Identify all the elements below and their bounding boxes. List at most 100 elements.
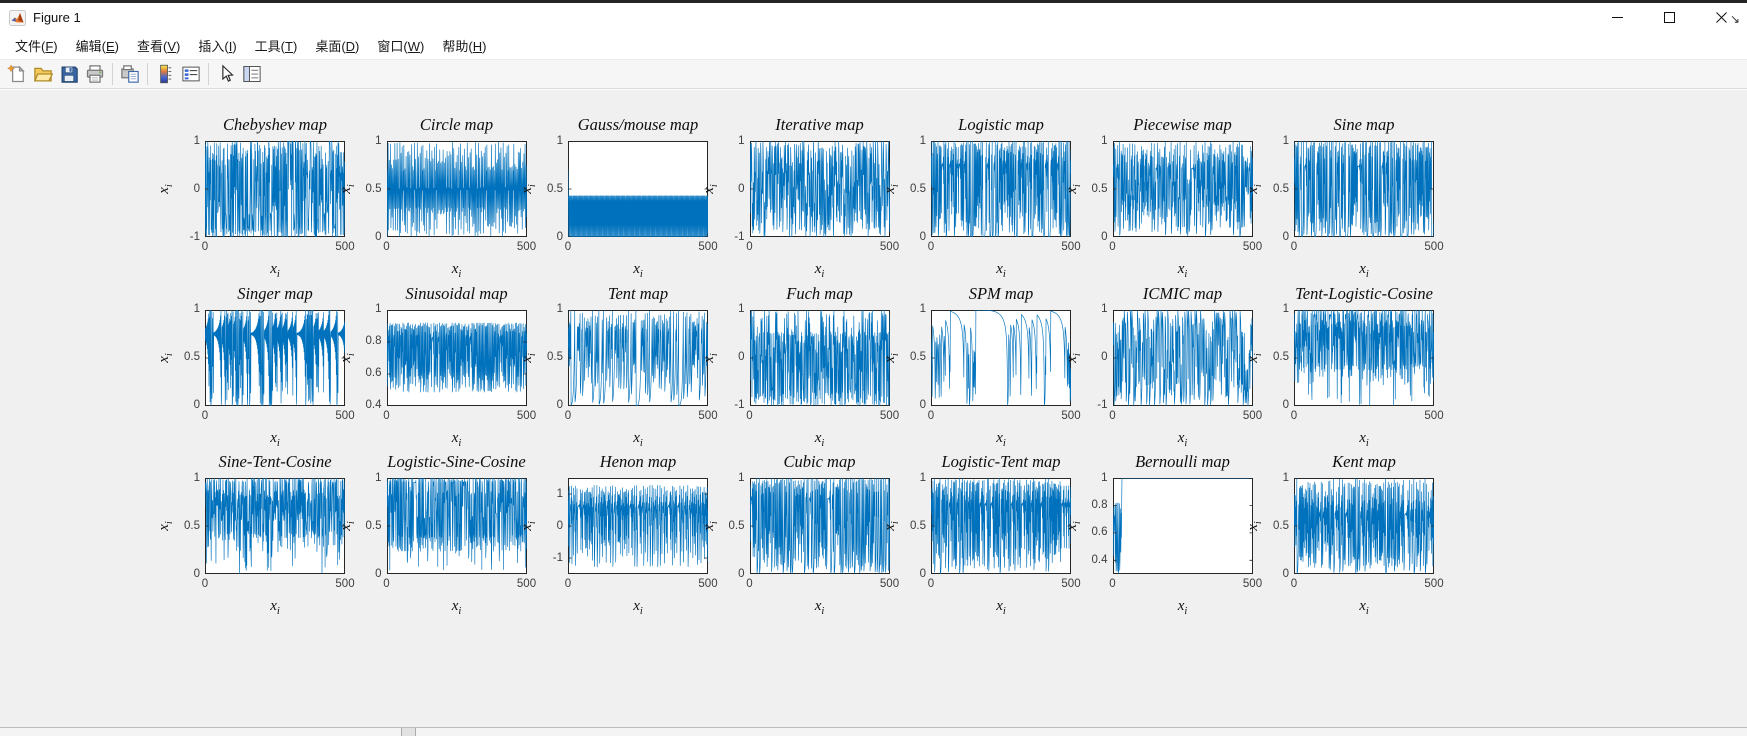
axes-fuch-map — [749, 309, 890, 406]
save-figure-icon — [61, 66, 78, 83]
print-preview-button[interactable] — [117, 62, 143, 87]
menu-item-desktop[interactable]: 桌面(D) — [315, 39, 360, 54]
menu-item-tools[interactable]: 工具(T) — [254, 39, 298, 54]
y-tick-label: 1 — [193, 303, 200, 315]
subplot-title: Singer map — [237, 283, 313, 303]
toolbar-separator — [208, 63, 209, 85]
subplot-title: Tent-Logistic-Cosine — [1295, 283, 1433, 303]
y-tick-label: 0 — [193, 182, 200, 195]
x-tick-label: 500 — [698, 409, 718, 422]
x-axis-label: xi — [1177, 429, 1188, 449]
y-tick-label: 1 — [375, 134, 382, 147]
y-tick-label: 1 — [738, 303, 745, 315]
y-tick-label: 0 — [919, 230, 926, 243]
y-tick-label: 0.5 — [547, 182, 563, 195]
x-tick-label: 500 — [1061, 409, 1081, 422]
y-tick-label: 1 — [556, 487, 563, 500]
subplot-title: Kent map — [1332, 452, 1396, 471]
y-tick-label: 1 — [193, 471, 200, 484]
y-tick-label: -1 — [189, 230, 200, 243]
y-axis-label: xi — [156, 352, 175, 363]
insert-legend-button[interactable] — [178, 62, 204, 87]
maximize-button[interactable] — [1643, 3, 1695, 32]
series-line — [205, 309, 345, 406]
x-axis-label: xi — [270, 429, 280, 449]
series-line — [1294, 309, 1434, 406]
toolbar — [0, 60, 1747, 89]
edit-plot-button[interactable] — [213, 62, 239, 87]
minimize-button[interactable] — [1591, 3, 1643, 32]
x-tick-label: 500 — [516, 578, 537, 590]
x-tick-label: 0 — [201, 578, 209, 590]
series-line — [749, 478, 890, 574]
print-figure-icon — [86, 65, 104, 83]
new-figure-button[interactable] — [4, 62, 30, 87]
x-axis-label: xi — [996, 429, 1006, 449]
subplot-bernoulli-map: Bernoulli map 0.4 0.6 0.8 1 0 500 xi xi — [1053, 452, 1263, 618]
subplot-singer-map: Singer map 0 0.5 1 0 500 xi xi — [145, 284, 355, 450]
series-line — [931, 478, 1071, 574]
x-tick-label: 500 — [1061, 578, 1081, 590]
menu-item-edit[interactable]: 编辑(E) — [75, 39, 119, 54]
axes-chebyshev-map — [205, 141, 345, 237]
menu-item-window[interactable]: 窗口(W) — [377, 39, 425, 54]
y-tick-label: 1 — [1101, 134, 1108, 147]
y-tick-label: 0 — [1282, 399, 1289, 411]
open-file-button[interactable] — [30, 62, 56, 87]
x-axis-label: xi — [814, 429, 825, 449]
y-axis-label: xi — [1063, 184, 1083, 194]
subplot-fuch-map: Fuch map -1 0 1 0 500 xi xi — [690, 284, 900, 450]
y-axis-label: xi — [1245, 521, 1264, 531]
y-tick-label: 0.6 — [365, 367, 382, 379]
menu-item-file[interactable]: 文件(F) — [15, 39, 58, 54]
y-tick-label: 0.5 — [910, 519, 926, 532]
y-tick-label: 1 — [1282, 134, 1289, 147]
series-line — [568, 309, 708, 406]
axes-spm-map — [931, 309, 1071, 406]
x-axis-label: xi — [814, 261, 825, 280]
menu-item-help[interactable]: 帮助(H) — [442, 39, 487, 54]
axes-singer-map — [205, 309, 345, 406]
axes-tent-logistic-cosine — [1294, 309, 1434, 406]
subplot-title: Piecewise map — [1133, 115, 1232, 134]
subplot-icmic-map: ICMIC map -1 0 1 0 500 xi xi — [1053, 284, 1263, 450]
x-tick-label: 500 — [1424, 409, 1444, 422]
menu-bar: 文件(F) 编辑(E) 查看(V) 插入(I) 工具(T) 桌面(D) 窗口(W) 帮助(H) — [0, 32, 1747, 60]
series-line — [1294, 141, 1434, 237]
menu-item-insert[interactable]: 插入(I) — [198, 39, 237, 54]
axes-sine-map — [1294, 141, 1434, 237]
y-tick-label: 0 — [919, 567, 926, 580]
x-axis-label: xi — [270, 261, 280, 280]
new-figure-icon — [7, 64, 25, 83]
subplot-logistic-tent-map: Logistic-Tent map 0 0.5 1 0 500 xi xi — [871, 452, 1081, 618]
y-axis-label: xi — [156, 521, 175, 531]
x-tick-label: 0 — [383, 241, 390, 253]
menubar-overflow-arrow[interactable]: ↘ — [1729, 12, 1740, 26]
y-axis-label: xi — [519, 184, 538, 194]
print-figure-button[interactable] — [82, 62, 108, 87]
menu-item-view[interactable]: 查看(V) — [137, 39, 181, 54]
y-tick-label: 1 — [556, 303, 563, 315]
y-tick-label: 1 — [738, 471, 745, 484]
y-tick-label: 0 — [738, 567, 745, 580]
show-plot-tools-button[interactable] — [239, 62, 265, 87]
y-tick-label: -1 — [734, 230, 745, 243]
x-axis-label: xi — [633, 598, 643, 617]
subplot-logistic-sine-cosine: Logistic-Sine-Cosine 0 0.5 1 0 500 xi xi — [327, 452, 537, 618]
axes-gauss-mouse-map — [568, 141, 708, 237]
y-tick-label: 0.5 — [1091, 182, 1108, 195]
insert-colorbar-button[interactable] — [152, 62, 178, 87]
y-tick-label: 0.5 — [728, 519, 745, 532]
y-tick-label: 0.4 — [1091, 553, 1108, 566]
x-tick-label: 500 — [698, 241, 718, 253]
close-button[interactable] — [1695, 3, 1747, 32]
y-tick-label: 0.5 — [1273, 182, 1289, 195]
y-axis-label: xi — [882, 184, 901, 194]
y-axis-label: xi — [519, 521, 538, 531]
save-figure-button[interactable] — [56, 62, 82, 87]
subplot-title: Tent map — [607, 283, 669, 303]
y-axis-label: xi — [1245, 184, 1264, 194]
y-tick-label: 0.5 — [910, 182, 926, 195]
y-tick-label: 0 — [193, 399, 200, 411]
y-tick-label: 1 — [1101, 303, 1108, 315]
